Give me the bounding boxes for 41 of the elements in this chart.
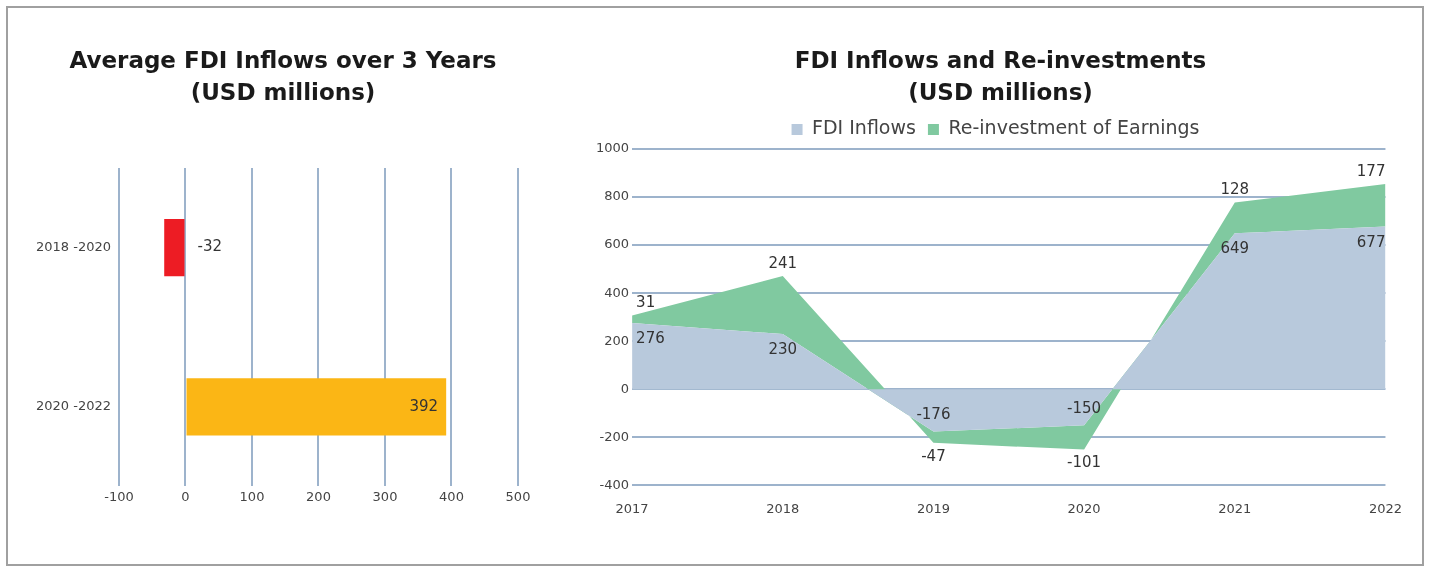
data-label: 241 bbox=[768, 254, 798, 272]
x-tick-label: 2021 bbox=[1218, 500, 1252, 516]
y-tick-label: 0 bbox=[620, 380, 630, 396]
legend-label: FDI Inflows bbox=[812, 116, 916, 139]
x-tick-label: 200 bbox=[306, 488, 331, 504]
y-tick-label: 800 bbox=[604, 188, 630, 204]
data-label: 230 bbox=[768, 339, 798, 358]
data-label: -176 bbox=[916, 405, 951, 424]
legend-label: Re-investment of Earnings bbox=[948, 116, 1200, 139]
data-label: 128 bbox=[1220, 180, 1250, 199]
x-tick-label: 0 bbox=[181, 488, 190, 504]
data-label: 31 bbox=[636, 293, 656, 312]
x-tick-label: 400 bbox=[439, 488, 464, 504]
y-tick-label: 2020 -2022 bbox=[35, 398, 111, 414]
chart-title: Average FDI Inflows over 3 Years (USD millions) bbox=[68, 46, 498, 107]
data-label: 649 bbox=[1220, 239, 1250, 258]
x-tick-label: 2022 bbox=[1368, 500, 1402, 516]
x-tick-label: 300 bbox=[372, 488, 398, 504]
x-tick-label: 100 bbox=[239, 488, 265, 504]
y-tick-label: 600 bbox=[604, 236, 630, 252]
y-tick-label: 400 bbox=[604, 284, 630, 300]
data-label: 677 bbox=[1356, 232, 1386, 251]
chart-title: FDI Inflows and Re-investments (USD millions) bbox=[793, 46, 1208, 107]
x-tick-label: -100 bbox=[104, 488, 134, 504]
data-label: -32 bbox=[197, 237, 222, 256]
x-tick-label: 2018 bbox=[766, 500, 800, 516]
y-tick-label: 2018 -2020 bbox=[35, 238, 111, 254]
data-label: -150 bbox=[1067, 399, 1102, 418]
y-tick-label: 200 bbox=[604, 332, 630, 348]
data-label: 276 bbox=[636, 328, 665, 347]
x-tick-label: 2017 bbox=[615, 500, 649, 516]
x-tick-label: 2019 bbox=[916, 500, 950, 516]
y-tick-label: 1000 bbox=[595, 140, 630, 156]
data-label: -101 bbox=[1067, 453, 1102, 472]
data-label: 177 bbox=[1356, 161, 1386, 180]
y-tick-label: -400 bbox=[599, 476, 630, 492]
x-tick-label: 500 bbox=[505, 488, 531, 504]
x-tick-label: 2020 bbox=[1067, 500, 1101, 516]
y-tick-label: -200 bbox=[599, 428, 630, 444]
data-label: 392 bbox=[409, 396, 439, 415]
data-label: -47 bbox=[921, 446, 946, 465]
